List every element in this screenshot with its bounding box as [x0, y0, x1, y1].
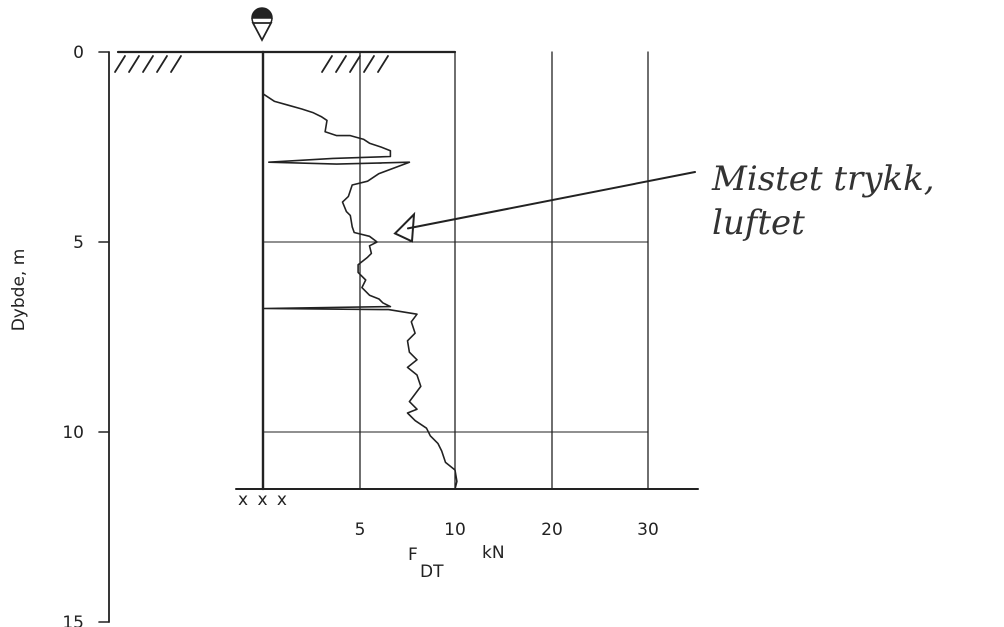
x-tick-label-10: 10 — [444, 520, 466, 540]
y-axis-title: Dybde, m — [9, 249, 29, 332]
annotation-text-line-2: luftet — [712, 203, 805, 243]
axis-layer — [98, 7, 699, 623]
x-axis-title-main: F — [408, 545, 418, 565]
annotation-arrowhead — [393, 211, 416, 243]
ground-hatch-right-stroke — [377, 55, 389, 73]
ground-hatch-left-stroke — [142, 55, 154, 73]
ground-hatch-right-stroke — [321, 55, 333, 73]
annotation-text-line-1: Mistet trykk, — [711, 159, 935, 199]
ground-hatch-right-stroke — [335, 55, 347, 73]
ground-hatch-left-stroke — [114, 55, 126, 73]
label-layer: 0 5 10 15 Dybde, m 5 10 20 30 FDT kN x x x Mistet tr… — [9, 43, 935, 627]
ground-hatch-left — [114, 55, 182, 73]
x-axis-title-unit: kN — [482, 543, 505, 563]
x-tick-label-5: 5 — [355, 520, 366, 540]
groundwater-icon-top — [251, 7, 273, 19]
y-tick-label-5: 5 — [73, 233, 84, 253]
annotation-arrow-line — [407, 171, 696, 230]
grid-layer — [262, 51, 649, 490]
groundwater-icon — [251, 7, 273, 42]
ground-hatch-right — [321, 55, 389, 73]
x-axis-title-sub: DT — [420, 562, 444, 582]
ground-hatch-left-stroke — [170, 55, 182, 73]
ground-hatch-left-stroke — [128, 55, 140, 73]
y-tick-label-10: 10 — [62, 423, 84, 443]
x-tick-label-30: 30 — [637, 520, 659, 540]
force-series-line-0 — [262, 93, 458, 490]
series-layer — [262, 93, 458, 490]
x-tick-label-20: 20 — [541, 520, 563, 540]
ground-hatch-left-stroke — [156, 55, 168, 73]
termination-marks: x x x — [238, 490, 289, 510]
groundwater-icon-triangle — [251, 22, 273, 42]
y-tick-label-15: 15 — [62, 613, 84, 627]
y-tick-label-0: 0 — [73, 43, 84, 63]
ground-hatch-right-stroke — [349, 55, 361, 73]
ground-hatch-right-stroke — [363, 55, 375, 73]
